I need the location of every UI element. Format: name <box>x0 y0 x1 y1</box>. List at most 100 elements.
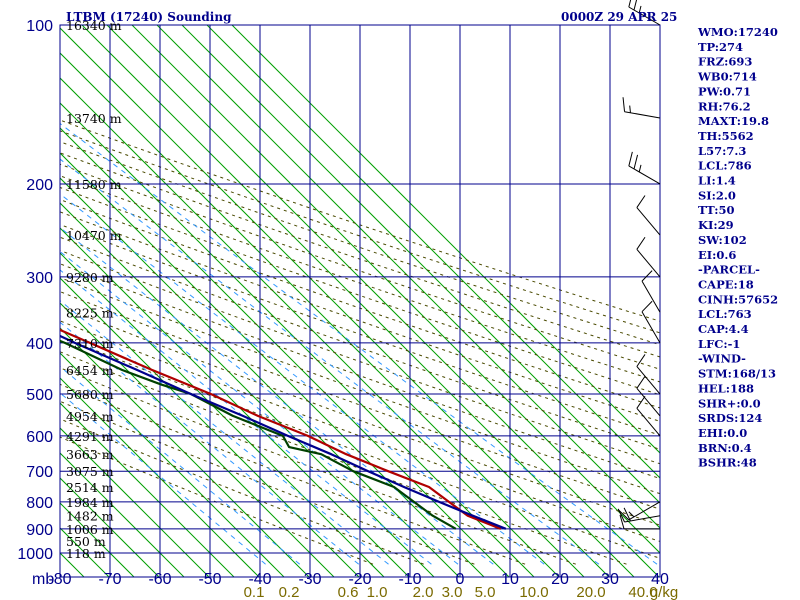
wind-barb-flag <box>628 0 632 8</box>
pressure-tick-label: 200 <box>26 177 53 194</box>
height-label: 3663 m <box>66 447 114 462</box>
temperature-tick-label: 0 <box>456 571 465 588</box>
sounding-index-value: LI:1.4 <box>698 174 736 188</box>
isotherm-line <box>60 127 510 577</box>
mixing-ratio-label: 1.0 <box>367 584 388 600</box>
wind-barb-flag <box>636 375 646 389</box>
dry-adiabat-line <box>60 276 660 495</box>
pressure-tick-label: 600 <box>26 429 53 446</box>
height-label: 11580 m <box>66 177 122 192</box>
sounding-index-value: KI:29 <box>698 218 734 232</box>
temperature-tick-label: -50 <box>198 571 221 588</box>
dry-adiabat-line <box>60 119 660 322</box>
wind-barb-flag <box>633 154 639 170</box>
mixing-ratio-label: g/kg <box>650 584 678 600</box>
sounding-index-value: CINH:57652 <box>698 292 778 306</box>
sounding-index-value: BRN:0.4 <box>698 441 752 455</box>
temperature-tick-label: -20 <box>348 571 371 588</box>
height-label: 10470 m <box>66 228 122 243</box>
temperature-tick-label: 30 <box>601 571 619 588</box>
sounding-index-value: TH:5562 <box>698 129 754 143</box>
isotherm-line <box>106 25 660 577</box>
isotherm-line <box>60 77 560 577</box>
dry-adiabat-line <box>60 400 475 565</box>
isotherm-line <box>60 152 485 577</box>
mixing-ratio-label: 10.0 <box>519 584 548 600</box>
sounding-datetime: 0000Z 29 APR 25 <box>561 10 677 24</box>
height-labels: 16340 m 13740 m 11580 m 10470 m 9280 m 8225 m… <box>66 18 122 561</box>
temperature-tick-label: 10 <box>501 571 519 588</box>
temperature-tick-label: -80 <box>48 571 71 588</box>
sounding-line <box>60 339 457 530</box>
dry-adiabat-line <box>60 163 660 370</box>
dry-adiabat-line <box>60 263 660 480</box>
sounding-index-value: -PARCEL- <box>698 263 760 277</box>
mixing-ratio-label: 0.2 <box>279 584 300 600</box>
isotherm-line <box>60 352 285 577</box>
height-label: 13740 m <box>66 111 122 126</box>
sounding-index-value: CAP:4.4 <box>698 322 749 336</box>
pressure-tick-label: 500 <box>26 387 53 404</box>
height-label: 6454 m <box>66 363 114 378</box>
dry-adiabat-line <box>60 418 424 565</box>
height-label: 4291 m <box>66 429 114 444</box>
height-label: 16340 m <box>66 18 122 33</box>
pressure-tick-label: 900 <box>26 522 53 539</box>
sounding-index-value: LCL:763 <box>698 307 752 321</box>
isotherm-line <box>131 25 660 554</box>
height-label: 1006 m <box>66 522 114 537</box>
height-label: 2514 m <box>66 480 114 495</box>
wind-barb-staff <box>624 111 661 119</box>
wind-barb-flag <box>641 270 653 282</box>
isotherm-line <box>60 202 435 577</box>
wind-barb-flag <box>636 236 646 250</box>
wind-barb-flag <box>633 0 638 11</box>
mixing-ratio-label: 0.1 <box>244 584 265 600</box>
pressure-tick-label: 700 <box>26 464 53 481</box>
isotherm-line <box>60 302 335 577</box>
wind-barb-flag <box>636 195 646 208</box>
pressure-tick-label: 1000 <box>17 546 53 563</box>
sounding-line <box>60 328 502 530</box>
sounding-index-value: EI:0.6 <box>698 248 736 262</box>
sounding-index-value: LCL:786 <box>698 159 752 173</box>
isotherm-line <box>60 327 310 577</box>
isotherm-line <box>60 227 410 577</box>
sounding-index-value: SI:2.0 <box>698 188 736 202</box>
wind-barb-flag <box>636 395 646 409</box>
sounding-index-value: SRDS:124 <box>698 411 762 425</box>
dry-adiabat-line <box>60 249 660 465</box>
isotherm-line <box>181 25 660 504</box>
sounding-index-value: WMO:17240 <box>697 25 778 39</box>
wind-barb-flag <box>638 164 642 173</box>
wind-barbs <box>617 0 661 530</box>
pressure-tick-label: 100 <box>26 18 53 35</box>
temperature-tick-label: -10 <box>398 571 421 588</box>
wind-barb-flag <box>636 354 646 367</box>
mixing-ratio-labels: 0.1 0.2 0.6 1.0 2.0 3.0 5.0 10.0 20.0 40.0g/kg <box>244 584 679 600</box>
height-label: 7310 m <box>66 336 114 351</box>
mixing-ratio-label: 5.0 <box>475 584 496 600</box>
pressure-tick-label: 400 <box>26 336 53 353</box>
mixing-ratio-label: 3.0 <box>442 584 463 600</box>
wind-barb-flag <box>622 97 626 112</box>
mixing-ratio-label: 2.0 <box>413 584 434 600</box>
temperature-tick-label: -60 <box>148 571 171 588</box>
wind-barb-staff <box>624 515 661 523</box>
sounding-index-value: PW:0.71 <box>698 84 751 98</box>
wind-barb-staff <box>641 311 661 344</box>
isotherm-line <box>60 252 385 577</box>
temperature-tick-label: 20 <box>551 571 569 588</box>
sounding-index-value: SW:102 <box>698 233 747 247</box>
wind-barb-flag <box>619 514 625 529</box>
pressure-axis-labels: 100 200 300 400 500 600 700 800 900 1000 <box>17 18 53 563</box>
pressure-tick-label: 300 <box>26 270 53 287</box>
height-label: 5680 m <box>66 387 114 402</box>
plot-frame <box>59 24 661 578</box>
wind-barb-flag <box>641 300 653 313</box>
sounding-indices-panel: WMO:17240TP:274FRZ:693WB0:714PW:0.71RH:7… <box>697 25 778 470</box>
pressure-temperature-grid <box>59 24 661 578</box>
dry-adiabat-line <box>60 351 627 565</box>
